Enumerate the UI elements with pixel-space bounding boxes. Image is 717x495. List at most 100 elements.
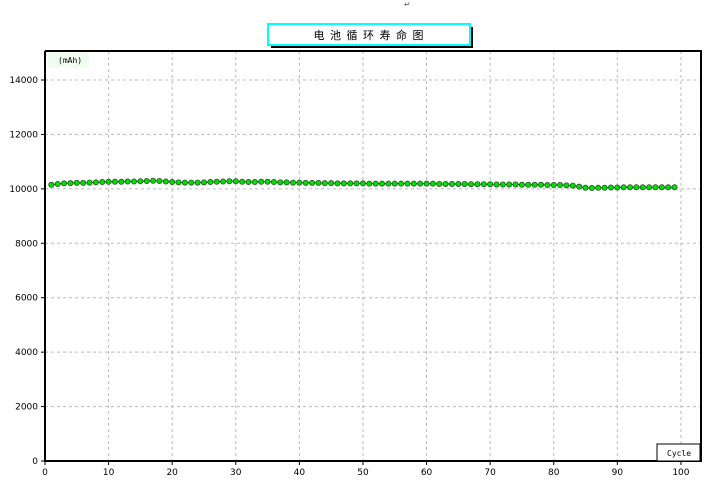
data-point (181, 179, 188, 186)
y-tick-label: 8000 (15, 239, 38, 249)
data-point (550, 182, 557, 189)
data-point (665, 184, 672, 191)
data-point (105, 178, 112, 185)
data-point (270, 179, 277, 186)
data-point (557, 182, 564, 189)
data-point (232, 178, 239, 185)
data-point (461, 180, 468, 187)
data-point (531, 181, 538, 188)
data-point (162, 178, 169, 185)
data-point (385, 180, 392, 187)
data-point (290, 179, 297, 186)
data-point (544, 182, 551, 189)
data-point (448, 180, 455, 187)
title-frame (267, 23, 471, 46)
data-point (455, 180, 462, 187)
data-point (169, 179, 176, 186)
data-point (309, 179, 316, 186)
data-point (353, 180, 360, 187)
data-point (607, 184, 614, 191)
data-point (576, 183, 583, 190)
data-point (150, 177, 157, 184)
data-point (258, 178, 265, 185)
data-point (442, 180, 449, 187)
data-point (86, 179, 93, 186)
data-point (194, 179, 201, 186)
data-point (207, 179, 214, 186)
y-tick-label: 12000 (9, 130, 38, 140)
data-point (220, 178, 227, 185)
data-point (518, 181, 525, 188)
data-point (487, 181, 494, 188)
y-tick-label: 6000 (15, 294, 38, 304)
data-point (124, 178, 131, 185)
data-point (321, 180, 328, 187)
data-point (468, 181, 475, 188)
data-point (538, 181, 545, 188)
data-point (404, 180, 411, 187)
x-tick-label: 70 (484, 468, 496, 478)
data-point (359, 180, 366, 187)
data-point (200, 179, 207, 186)
data-point (54, 180, 61, 187)
data-point (601, 184, 608, 191)
y-tick-label: 2000 (15, 403, 38, 413)
data-point (499, 181, 506, 188)
data-point (239, 178, 246, 185)
data-point (92, 179, 99, 186)
data-point (595, 184, 602, 191)
x-tick-label: 50 (357, 468, 369, 478)
data-point (391, 180, 398, 187)
data-point (366, 180, 373, 187)
data-point (264, 178, 271, 185)
ylabel-box (47, 53, 89, 68)
data-point (296, 179, 303, 186)
data-point (143, 177, 150, 184)
data-point (563, 182, 570, 189)
data-point (474, 181, 481, 188)
data-point (493, 181, 500, 188)
data-point (118, 178, 125, 185)
data-point (277, 179, 284, 186)
data-point (328, 180, 335, 187)
data-point (429, 180, 436, 187)
data-point (315, 179, 322, 186)
data-point (525, 181, 532, 188)
data-point (334, 180, 341, 187)
y-axis-label: (mAh) (58, 56, 82, 65)
x-tick-label: 90 (612, 468, 624, 478)
data-point (347, 180, 354, 187)
data-point (512, 181, 519, 188)
chart-title: 电 池 循 环 寿 命 图 (314, 28, 425, 42)
data-point (245, 179, 252, 186)
data-point (283, 179, 290, 186)
data-point (372, 180, 379, 187)
x-tick-label: 100 (672, 468, 689, 478)
data-point (80, 179, 87, 186)
data-point (639, 184, 646, 191)
data-point (175, 179, 182, 186)
data-point (423, 180, 430, 187)
y-tick-label: 14000 (9, 76, 38, 86)
y-tick-label: 0 (32, 457, 38, 467)
data-point (614, 184, 621, 191)
data-point (302, 179, 309, 186)
data-point (658, 184, 665, 191)
data-point (340, 180, 347, 187)
data-point (73, 179, 80, 186)
data-point (379, 180, 386, 187)
data-point (582, 184, 589, 191)
data-point (99, 179, 106, 186)
data-point (410, 180, 417, 187)
x-tick-label: 80 (548, 468, 560, 478)
tick-labels: 0 10 20 30 40 50 60 70 80 90 100 0 2000 4000 6000 8000 1… (9, 76, 689, 478)
x-tick-label: 10 (103, 468, 115, 478)
data-point (627, 184, 634, 191)
return-mark: ↵ (404, 0, 411, 9)
data-point (436, 180, 443, 187)
data-point (569, 182, 576, 189)
data-point (61, 180, 68, 187)
data-point (646, 184, 653, 191)
series (48, 177, 678, 192)
data-point (588, 185, 595, 192)
